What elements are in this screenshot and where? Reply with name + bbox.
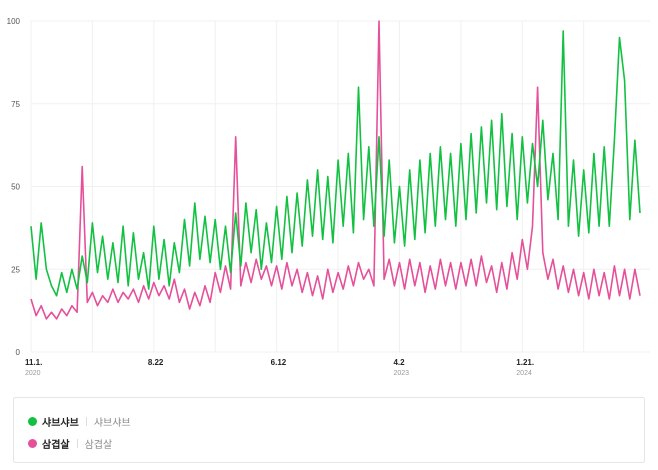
y-tick-label: 100	[7, 17, 21, 26]
y-tick-label: 25	[11, 265, 20, 274]
legend-item-samgyeopsal[interactable]: 삼겹살 삼겹살	[28, 436, 112, 451]
series-line-samgyeopsal	[30, 20, 641, 320]
green-dot-icon	[28, 417, 37, 426]
legend-sublabel: 삼겹살	[84, 440, 113, 451]
legend-label: 삼겹살	[42, 440, 70, 451]
line-chart: 0 25 50 75 100 11.1. 2020 8.22 6.12 4.2 2023 1.21. 2…	[7, 17, 650, 377]
series-line-shabu	[30, 30, 641, 297]
x-tick-label: 1.21.	[516, 358, 534, 367]
x-tick-year: 2023	[393, 370, 409, 377]
x-tick-year: 2024	[516, 370, 532, 377]
y-tick-label: 0	[16, 348, 21, 357]
legend: 샤브샤브 샤브샤브 삼겹살 삼겹살	[13, 397, 645, 463]
x-tick-label: 4.2	[393, 358, 405, 367]
y-tick-label: 75	[11, 100, 20, 109]
pink-dot-icon	[28, 439, 37, 448]
x-tick-label: 8.22	[148, 358, 164, 367]
y-tick-label: 50	[11, 183, 20, 192]
divider	[76, 439, 78, 448]
legend-item-shabu[interactable]: 샤브샤브 샤브샤브	[28, 414, 131, 429]
x-tick-year: 2020	[25, 370, 41, 377]
legend-sublabel: 샤브샤브	[93, 418, 131, 429]
x-tick-label: 6.12	[271, 358, 287, 367]
legend-label: 샤브샤브	[42, 418, 79, 429]
x-tick-label: 11.1.	[25, 358, 42, 367]
divider	[85, 417, 87, 426]
